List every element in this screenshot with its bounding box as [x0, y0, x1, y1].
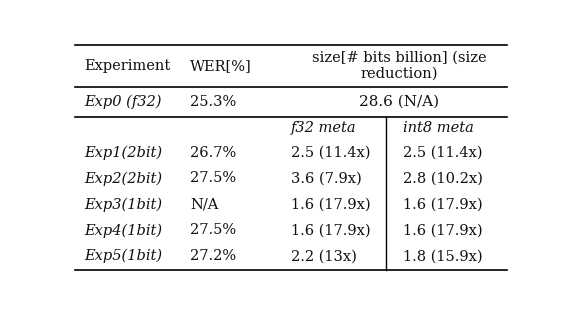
Text: 1.6 (17.9x): 1.6 (17.9x): [403, 197, 483, 212]
Text: N/A: N/A: [190, 197, 218, 212]
Text: 25.3%: 25.3%: [190, 95, 236, 109]
Text: 2.5 (11.4x): 2.5 (11.4x): [403, 145, 483, 159]
Text: Exp0 (f32): Exp0 (f32): [84, 95, 162, 109]
Text: Exp1(2bit): Exp1(2bit): [84, 145, 162, 160]
Text: Exp3(1bit): Exp3(1bit): [84, 197, 162, 212]
Text: 27.5%: 27.5%: [190, 172, 236, 185]
Text: 2.2 (13x): 2.2 (13x): [291, 249, 357, 263]
Text: Exp2(2bit): Exp2(2bit): [84, 171, 162, 186]
Text: Experiment: Experiment: [84, 59, 170, 73]
Text: Exp4(1bit): Exp4(1bit): [84, 223, 162, 237]
Text: 2.5 (11.4x): 2.5 (11.4x): [291, 145, 370, 159]
Text: 1.6 (17.9x): 1.6 (17.9x): [291, 197, 371, 212]
Text: 1.8 (15.9x): 1.8 (15.9x): [403, 249, 483, 263]
Text: 26.7%: 26.7%: [190, 145, 236, 159]
Text: 1.6 (17.9x): 1.6 (17.9x): [403, 223, 483, 237]
Text: int8 meta: int8 meta: [403, 121, 474, 135]
Text: 28.6 (N/A): 28.6 (N/A): [359, 95, 439, 109]
Text: 27.5%: 27.5%: [190, 223, 236, 237]
Text: f32 meta: f32 meta: [291, 121, 357, 135]
Text: 3.6 (7.9x): 3.6 (7.9x): [291, 172, 362, 185]
Text: 1.6 (17.9x): 1.6 (17.9x): [291, 223, 371, 237]
Text: 2.8 (10.2x): 2.8 (10.2x): [403, 172, 483, 185]
Text: WER[%]: WER[%]: [190, 59, 252, 73]
Text: Exp5(1bit): Exp5(1bit): [84, 249, 162, 264]
Text: size[# bits billion] (size
reduction): size[# bits billion] (size reduction): [312, 51, 486, 81]
Text: 27.2%: 27.2%: [190, 249, 236, 263]
